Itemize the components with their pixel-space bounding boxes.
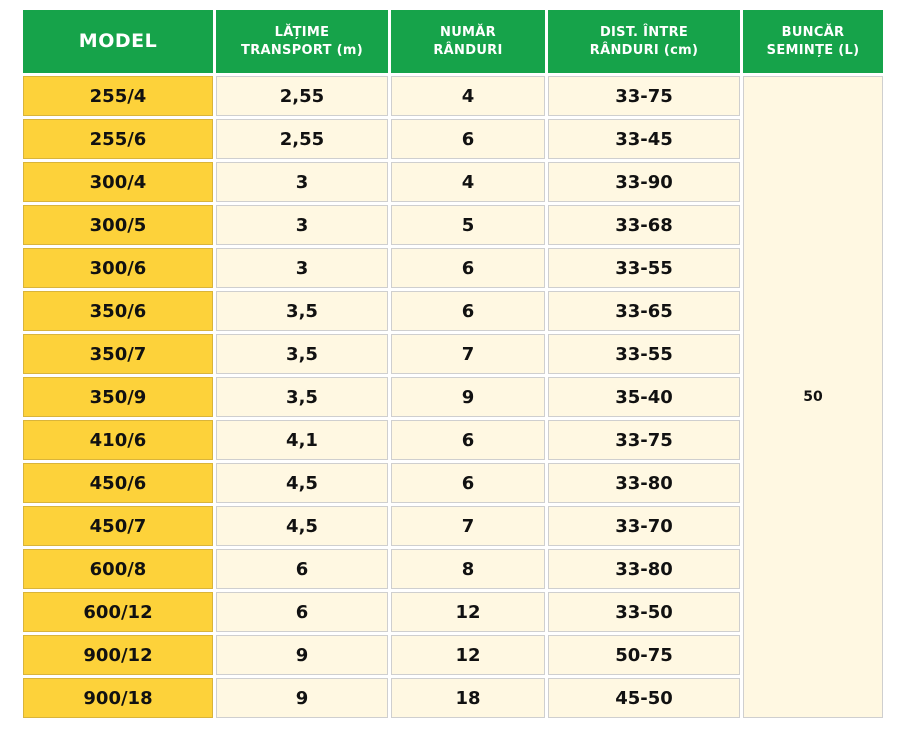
row-spacing-cell: 33-80 xyxy=(548,463,740,503)
row-spacing-cell: 35-40 xyxy=(548,377,740,417)
row-count-cell: 12 xyxy=(391,592,545,632)
row-count-cell: 7 xyxy=(391,334,545,374)
model-cell: 450/7 xyxy=(23,506,213,546)
table-row: 350/6 3,5 6 33-65 xyxy=(23,291,883,331)
table-row: 600/12 6 12 33-50 xyxy=(23,592,883,632)
width-cell: 6 xyxy=(216,549,388,589)
row-spacing-cell: 50-75 xyxy=(548,635,740,675)
table-body: 255/4 2,55 4 33-75 50 255/6 2,55 6 33-45 300/4 3 4 3… xyxy=(23,76,883,718)
row-count-cell: 6 xyxy=(391,291,545,331)
width-cell: 4,5 xyxy=(216,506,388,546)
table-row: 600/8 6 8 33-80 xyxy=(23,549,883,589)
seed-hopper-cell: 50 xyxy=(743,76,883,718)
row-spacing-cell: 33-50 xyxy=(548,592,740,632)
row-spacing-cell: 33-80 xyxy=(548,549,740,589)
table-row: 300/4 3 4 33-90 xyxy=(23,162,883,202)
row-count-cell: 6 xyxy=(391,463,545,503)
row-spacing-cell: 33-75 xyxy=(548,76,740,116)
row-spacing-cell: 33-45 xyxy=(548,119,740,159)
table-row: 350/7 3,5 7 33-55 xyxy=(23,334,883,374)
row-spacing-cell: 33-65 xyxy=(548,291,740,331)
width-cell: 3 xyxy=(216,248,388,288)
width-cell: 4,5 xyxy=(216,463,388,503)
model-cell: 255/6 xyxy=(23,119,213,159)
model-cell: 350/7 xyxy=(23,334,213,374)
header-row-count: NUMĂR RÂNDURI xyxy=(391,10,545,73)
table-row: 255/4 2,55 4 33-75 50 xyxy=(23,76,883,718)
width-cell: 6 xyxy=(216,592,388,632)
header-model: MODEL xyxy=(23,10,213,73)
width-cell: 3,5 xyxy=(216,291,388,331)
table-row: 410/6 4,1 6 33-75 xyxy=(23,420,883,460)
header-transport-width: LĂȚIME TRANSPORT (m) xyxy=(216,10,388,73)
table-header-row: MODEL LĂȚIME TRANSPORT (m) NUMĂR RÂNDURI… xyxy=(23,10,883,73)
table-row: 300/6 3 6 33-55 xyxy=(23,248,883,288)
row-count-cell: 7 xyxy=(391,506,545,546)
row-count-cell: 4 xyxy=(391,162,545,202)
model-cell: 410/6 xyxy=(23,420,213,460)
width-cell: 9 xyxy=(216,678,388,718)
row-spacing-cell: 33-90 xyxy=(548,162,740,202)
row-spacing-cell: 33-75 xyxy=(548,420,740,460)
table-row: 450/7 4,5 7 33-70 xyxy=(23,506,883,546)
table-row: 255/6 2,55 6 33-45 xyxy=(23,119,883,159)
row-count-cell: 6 xyxy=(391,248,545,288)
table-row: 300/5 3 5 33-68 xyxy=(23,205,883,245)
specifications-table: MODEL LĂȚIME TRANSPORT (m) NUMĂR RÂNDURI… xyxy=(20,7,886,721)
row-spacing-cell: 33-70 xyxy=(548,506,740,546)
width-cell: 3 xyxy=(216,162,388,202)
model-cell: 900/12 xyxy=(23,635,213,675)
row-count-cell: 5 xyxy=(391,205,545,245)
table-row: 450/6 4,5 6 33-80 xyxy=(23,463,883,503)
row-count-cell: 6 xyxy=(391,119,545,159)
header-seed-hopper: BUNCĂR SEMINȚE (L) xyxy=(743,10,883,73)
width-cell: 3,5 xyxy=(216,377,388,417)
width-cell: 2,55 xyxy=(216,119,388,159)
row-spacing-cell: 33-55 xyxy=(548,248,740,288)
model-cell: 300/6 xyxy=(23,248,213,288)
width-cell: 2,55 xyxy=(216,76,388,116)
table-row: 900/12 9 12 50-75 xyxy=(23,635,883,675)
model-cell: 300/5 xyxy=(23,205,213,245)
row-count-cell: 6 xyxy=(391,420,545,460)
row-spacing-cell: 33-55 xyxy=(548,334,740,374)
model-cell: 600/8 xyxy=(23,549,213,589)
model-cell: 600/12 xyxy=(23,592,213,632)
model-cell: 450/6 xyxy=(23,463,213,503)
row-count-cell: 18 xyxy=(391,678,545,718)
width-cell: 4,1 xyxy=(216,420,388,460)
table-row: 350/9 3,5 9 35-40 xyxy=(23,377,883,417)
table-row: 900/18 9 18 45-50 xyxy=(23,678,883,718)
row-count-cell: 12 xyxy=(391,635,545,675)
width-cell: 9 xyxy=(216,635,388,675)
header-row-spacing: DIST. ÎNTRE RÂNDURI (cm) xyxy=(548,10,740,73)
row-spacing-cell: 45-50 xyxy=(548,678,740,718)
row-count-cell: 4 xyxy=(391,76,545,116)
model-cell: 255/4 xyxy=(23,76,213,116)
model-cell: 350/6 xyxy=(23,291,213,331)
width-cell: 3,5 xyxy=(216,334,388,374)
row-spacing-cell: 33-68 xyxy=(548,205,740,245)
row-count-cell: 9 xyxy=(391,377,545,417)
model-cell: 350/9 xyxy=(23,377,213,417)
model-cell: 900/18 xyxy=(23,678,213,718)
model-cell: 300/4 xyxy=(23,162,213,202)
row-count-cell: 8 xyxy=(391,549,545,589)
width-cell: 3 xyxy=(216,205,388,245)
